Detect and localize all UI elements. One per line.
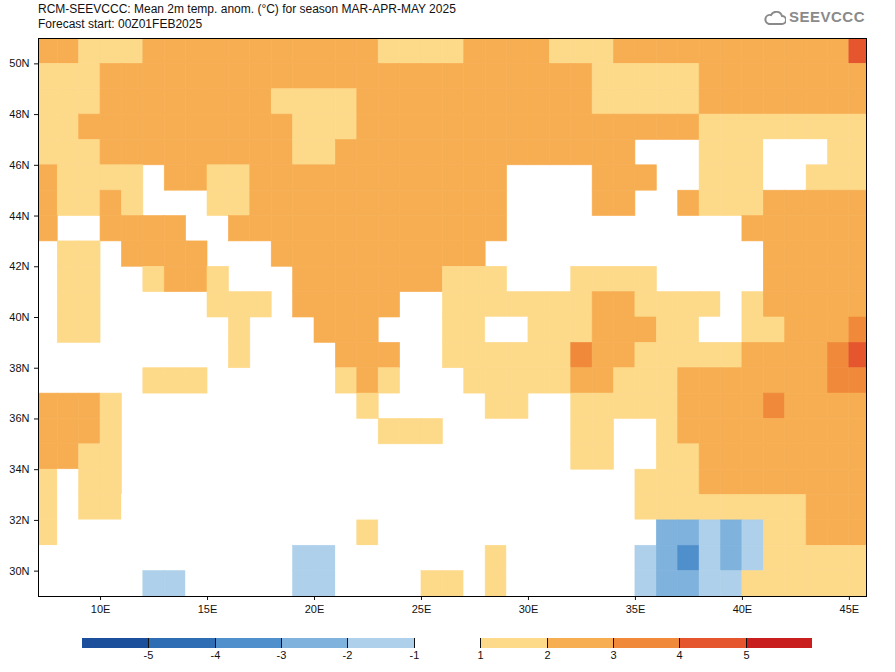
svg-text:50N: 50N [9,57,29,69]
svg-text:40N: 40N [9,311,29,323]
svg-text:3: 3 [610,649,616,661]
svg-text:4: 4 [676,649,682,661]
svg-text:-4: -4 [211,649,221,661]
svg-text:5: 5 [743,649,749,661]
svg-text:-5: -5 [144,649,154,661]
svg-text:-2: -2 [343,649,353,661]
svg-text:1: 1 [477,649,483,661]
svg-text:36N: 36N [9,412,29,424]
svg-text:40E: 40E [733,603,753,615]
svg-text:-1: -1 [410,649,420,661]
svg-text:15E: 15E [198,603,218,615]
svg-text:32N: 32N [9,514,29,526]
svg-text:44N: 44N [9,210,29,222]
html-text:Forecast start: 00Z01FEB2025: Forecast start: 00Z01FEB2025 [38,17,203,31]
svg-text:-3: -3 [277,649,287,661]
svg-text:42N: 42N [9,260,29,272]
svg-text:48N: 48N [9,108,29,120]
svg-text:46N: 46N [9,159,29,171]
svg-text:38N: 38N [9,362,29,374]
svg-text:20E: 20E [305,603,325,615]
svg-text:30N: 30N [9,565,29,577]
svg-text:45E: 45E [840,603,860,615]
svg-text:2: 2 [544,649,550,661]
svg-text:35E: 35E [626,603,646,615]
svg-text:10E: 10E [91,603,111,615]
html-text:SEEVCCC: SEEVCCC [789,8,865,25]
svg-text:30E: 30E [519,603,539,615]
svg-text:34N: 34N [9,463,29,475]
html-text:RCM-SEEVCCC: Mean 2m temp. ano: RCM-SEEVCCC: Mean 2m temp. anom. (°C) fo… [38,2,456,16]
svg-text:25E: 25E [412,603,432,615]
